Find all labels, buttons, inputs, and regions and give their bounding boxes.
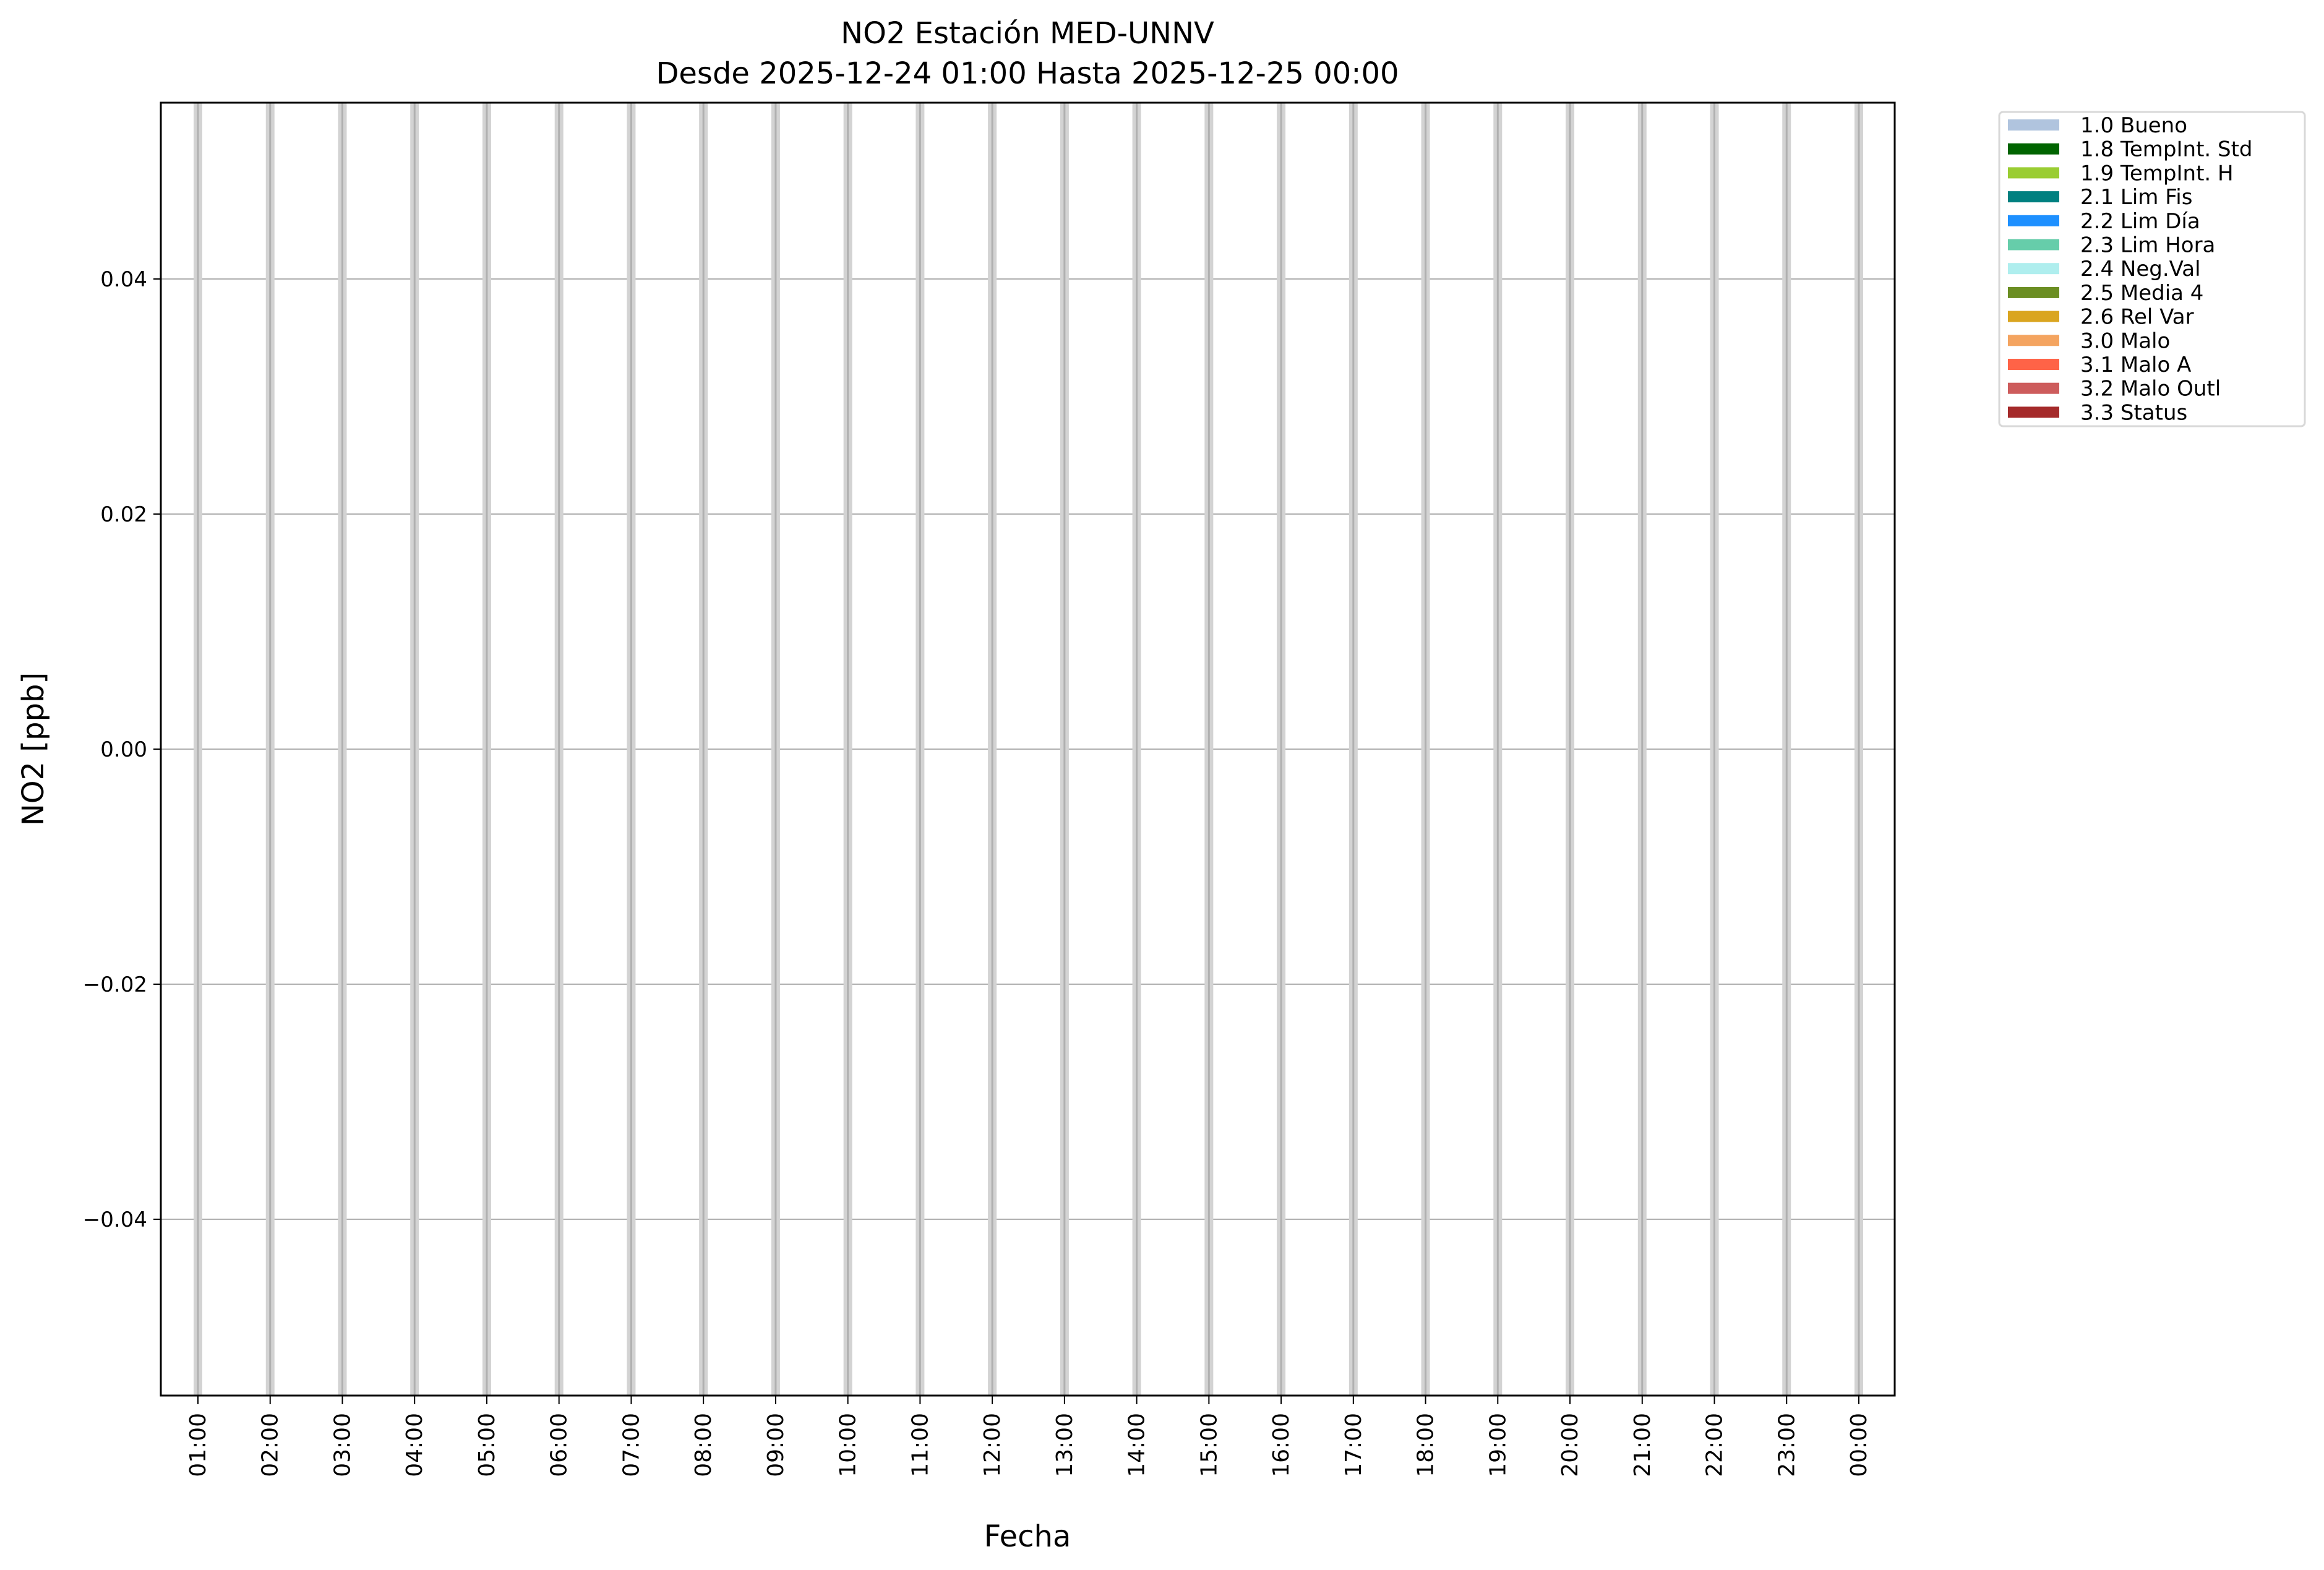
x-tick-label: 12:00 bbox=[980, 1413, 1005, 1477]
y-tick-label: 0.02 bbox=[100, 502, 147, 527]
x-tick-label: 10:00 bbox=[836, 1413, 861, 1477]
x-axis-label: Fecha bbox=[984, 1519, 1071, 1554]
x-tick-label: 09:00 bbox=[763, 1413, 789, 1477]
legend-swatch bbox=[2008, 335, 2059, 346]
legend-swatch bbox=[2008, 143, 2059, 155]
x-tick-label: 18:00 bbox=[1413, 1413, 1439, 1477]
legend-swatch bbox=[2008, 311, 2059, 322]
legend-swatch bbox=[2008, 406, 2059, 418]
y-tick-label: 0.04 bbox=[100, 267, 147, 292]
x-tick-label: 19:00 bbox=[1485, 1413, 1511, 1477]
x-tick-label: 22:00 bbox=[1702, 1413, 1728, 1477]
legend-label: 3.2 Malo Outl bbox=[2080, 377, 2221, 401]
legend-swatch bbox=[2008, 215, 2059, 226]
x-tick-label: 00:00 bbox=[1846, 1413, 1872, 1477]
legend-label: 2.1 Lim Fis bbox=[2080, 185, 2192, 210]
chart-subtitle: Desde 2025-12-24 01:00 Hasta 2025-12-25 … bbox=[656, 56, 1399, 91]
legend-swatch bbox=[2008, 167, 2059, 179]
legend-label: 1.9 TempInt. H bbox=[2080, 161, 2234, 186]
x-tick-label: 15:00 bbox=[1196, 1413, 1222, 1477]
legend-swatch bbox=[2008, 191, 2059, 203]
legend-swatch bbox=[2008, 382, 2059, 394]
legend-label: 3.3 Status bbox=[2080, 400, 2187, 425]
x-tick-label: 16:00 bbox=[1269, 1413, 1294, 1477]
legend-swatch bbox=[2008, 359, 2059, 370]
x-tick-label: 20:00 bbox=[1558, 1413, 1583, 1477]
legend-label: 1.0 Bueno bbox=[2080, 113, 2187, 138]
legend-label: 2.5 Media 4 bbox=[2080, 281, 2203, 306]
x-tick-label: 11:00 bbox=[907, 1413, 933, 1477]
plot-area: −0.04 −0.02 0.00 0.02 0.04 01:00 02:00 03:00 04:… bbox=[83, 101, 1896, 1477]
y-tick-label: −0.02 bbox=[83, 972, 147, 997]
x-tick-label: 05:00 bbox=[474, 1413, 500, 1477]
x-tick-label: 13:00 bbox=[1052, 1413, 1078, 1477]
x-tick-label: 21:00 bbox=[1630, 1413, 1655, 1477]
x-tick-label: 03:00 bbox=[330, 1413, 355, 1477]
chart-title: NO2 Estación MED-UNNV bbox=[841, 16, 1214, 51]
legend-label: 1.8 TempInt. Std bbox=[2080, 137, 2253, 162]
legend-swatch bbox=[2008, 239, 2059, 251]
x-tick-label: 23:00 bbox=[1774, 1413, 1799, 1477]
legend-swatch bbox=[2008, 119, 2059, 131]
x-tick-label: 14:00 bbox=[1125, 1413, 1150, 1477]
legend-label: 2.6 Rel Var bbox=[2080, 305, 2194, 330]
x-tick-label: 01:00 bbox=[186, 1413, 211, 1477]
legend-label: 2.4 Neg.Val bbox=[2080, 257, 2201, 281]
legend-box bbox=[1998, 111, 2306, 427]
y-axis-label: NO2 [ppb] bbox=[16, 672, 51, 826]
legend-label: 2.3 Lim Hora bbox=[2080, 233, 2215, 258]
y-tick-label: −0.04 bbox=[83, 1208, 147, 1232]
x-tick-label: 02:00 bbox=[258, 1413, 283, 1477]
y-tick-label: 0.00 bbox=[100, 737, 147, 762]
legend-label: 3.0 Malo bbox=[2080, 328, 2170, 353]
legend-label: 3.1 Malo A bbox=[2080, 353, 2191, 377]
x-tick-label: 07:00 bbox=[619, 1413, 644, 1477]
x-tick-label: 06:00 bbox=[547, 1413, 572, 1477]
legend-label: 2.2 Lim Día bbox=[2080, 209, 2200, 234]
x-tick-label: 08:00 bbox=[691, 1413, 716, 1477]
x-tick-label: 04:00 bbox=[402, 1413, 427, 1477]
legend-swatch bbox=[2008, 263, 2059, 275]
plot-frame bbox=[160, 101, 1896, 1397]
x-tick-label: 17:00 bbox=[1341, 1413, 1366, 1477]
legend-swatch bbox=[2008, 286, 2059, 298]
